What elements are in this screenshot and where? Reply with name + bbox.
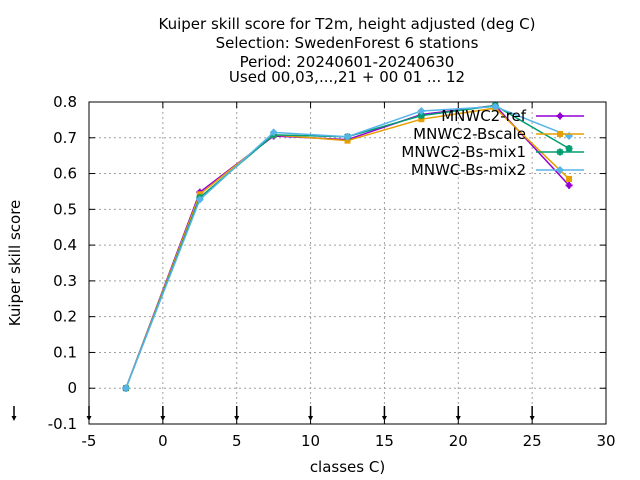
class-boundary-markers [11, 405, 535, 421]
data-point [418, 116, 425, 123]
legend-label: MNWC2-Bscale [413, 125, 526, 143]
x-axis-label: classes C) [310, 458, 385, 476]
data-point [417, 112, 425, 120]
data-point [417, 106, 426, 115]
title-line-4: Used 00,03,...,21 + 00 01 ... 12 [229, 68, 465, 86]
plot-frame [88, 101, 607, 425]
legend: MNWC2-refMNWC2-BscaleMNWC2-Bs-mix1MNWC-B… [401, 107, 584, 179]
y-tick-label: 0.4 [53, 236, 77, 254]
x-tick-label: 10 [301, 432, 320, 450]
legend-marker [556, 148, 564, 156]
y-tick-label: 0.3 [53, 272, 77, 290]
data-point [121, 384, 130, 393]
legend-entry: MNWC2-Bscale [413, 125, 584, 143]
x-tick-label: 15 [375, 432, 394, 450]
legend-entry: MNWC2-Bs-mix1 [401, 143, 584, 161]
y-tick-label: 0.1 [53, 343, 77, 361]
data-point [565, 181, 573, 189]
data-point [195, 195, 204, 204]
grid-lines [89, 102, 606, 424]
y-tick-label: -0.1 [48, 415, 77, 433]
legend-label: MNWC2-ref [441, 107, 526, 125]
x-tick-label: 5 [232, 432, 242, 450]
title-line-3: Period: 20240601-20240630 [240, 53, 455, 71]
series-MNWC-Bs-mix2 [121, 102, 574, 393]
x-tick-label: 25 [523, 432, 542, 450]
y-tick-label: 0.6 [53, 165, 77, 183]
legend-entry: MNWC2-ref [441, 107, 584, 125]
legend-marker [557, 131, 563, 137]
series-layer [121, 102, 574, 393]
x-tick-label: 30 [596, 432, 615, 450]
y-tick-label: 0.2 [53, 308, 77, 326]
data-point [566, 175, 573, 182]
x-tick-label: -5 [82, 432, 97, 450]
tick-labels: -5 0 5 10 15 20 25 30 -0.1 0 0.1 0.2 0.3 0.4 0.5 0.6 0.7… [48, 93, 616, 450]
title-line-1: Kuiper skill score for T2m, height adjus… [159, 15, 536, 33]
class-marker-arrow [11, 405, 17, 421]
legend-label: MNWC-Bs-mix2 [411, 161, 526, 179]
x-tick-label: 0 [158, 432, 168, 450]
x-tick-label: 20 [449, 432, 468, 450]
y-tick-label: 0.7 [53, 129, 77, 147]
legend-label: MNWC2-Bs-mix1 [401, 143, 526, 161]
data-point [491, 102, 500, 111]
y-tick-label: 0.8 [53, 93, 77, 111]
legend-marker [556, 112, 564, 120]
legend-marker [556, 166, 564, 174]
data-point [565, 145, 573, 153]
legend-entry: MNWC-Bs-mix2 [411, 161, 584, 179]
data-point [269, 128, 278, 137]
y-axis-label: Kuiper skill score [6, 200, 24, 327]
y-tick-label: 0.5 [53, 200, 77, 218]
y-tick-label: 0 [67, 379, 77, 397]
axis-ticks [88, 101, 607, 425]
title-line-2: Selection: SwedenForest 6 stations [216, 34, 479, 52]
data-point [565, 131, 574, 140]
chart-title: Kuiper skill score for T2m, height adjus… [159, 15, 536, 86]
data-point [343, 132, 352, 141]
